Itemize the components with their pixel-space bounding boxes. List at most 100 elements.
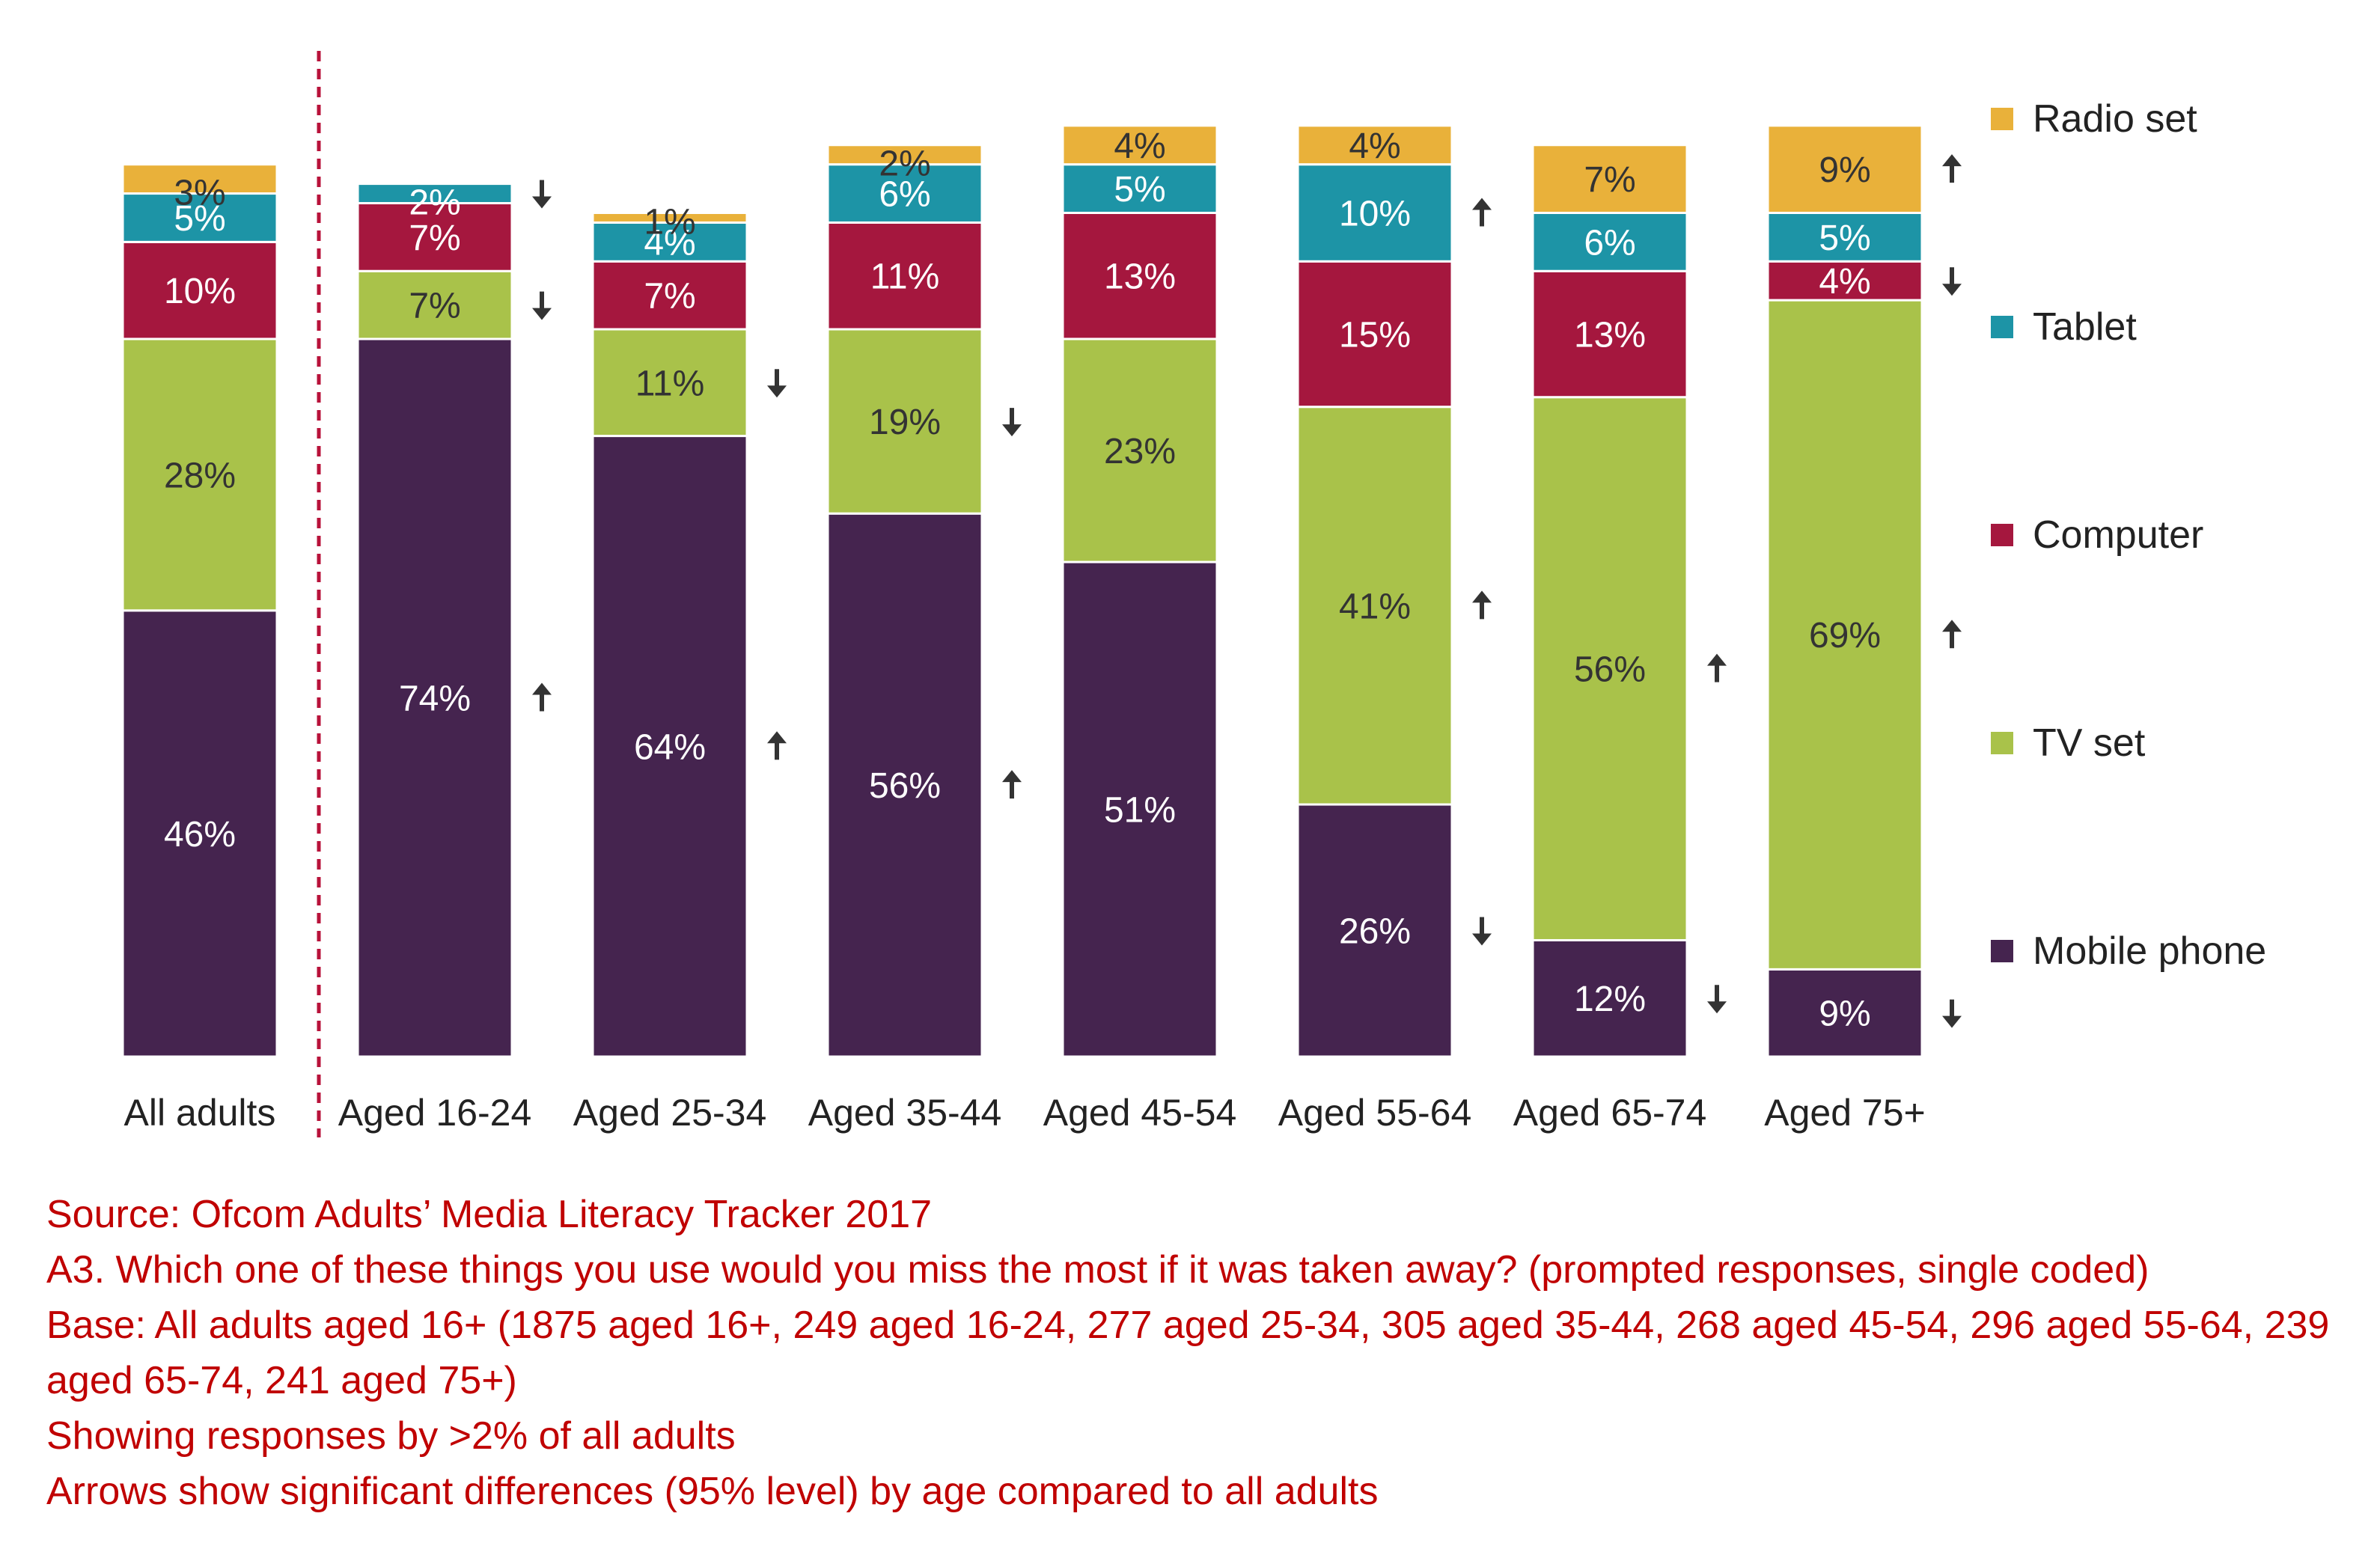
data-label-tv-set-aged-45-54: 23% (1104, 432, 1176, 471)
bar-segment-tablet-aged-16-24 (356, 183, 513, 205)
base-note: Base: All adults aged 16+ (1875 aged 16+… (46, 1304, 2330, 1402)
bar-segment-tv-set-aged-16-24 (356, 269, 513, 340)
category-label-aged-55-64: Aged 55-64 (1278, 1092, 1472, 1134)
arrow-down-tv-set-aged-25-34 (767, 369, 787, 398)
bar-segment-tablet-all-adults (121, 192, 278, 243)
data-label-tv-set-aged-55-64: 41% (1339, 587, 1411, 626)
data-label-computer-aged-55-64: 15% (1339, 315, 1411, 355)
arrow-up-radio-set-aged-75 (1942, 154, 1962, 183)
data-label-radio-set-aged-25-34: 1% (644, 202, 695, 242)
bar-segment-tablet-aged-35-44 (826, 163, 983, 224)
arrow-down-mobile-phone-aged-75 (1942, 999, 1962, 1028)
legend-swatch-mobile-phone (1991, 940, 2013, 962)
bars-layer (121, 124, 1923, 1058)
category-label-aged-45-54: Aged 45-54 (1043, 1092, 1237, 1134)
data-label-tv-set-aged-65-74: 56% (1574, 650, 1646, 690)
data-label-computer-aged-45-54: 13% (1104, 257, 1176, 297)
data-label-tv-set-aged-75: 69% (1809, 616, 1881, 656)
bar-segment-tv-set-aged-75 (1766, 299, 1923, 971)
data-label-radio-set-aged-65-74: 7% (1584, 160, 1635, 200)
data-label-mobile-phone-aged-65-74: 12% (1574, 980, 1646, 1019)
significance-arrows-layer (532, 154, 1962, 1028)
data-label-tv-set-all-adults: 28% (164, 456, 236, 495)
legend-label-computer: Computer (2033, 513, 2203, 557)
data-label-tablet-aged-75: 5% (1819, 219, 1870, 258)
data-label-tablet-aged-65-74: 6% (1584, 223, 1635, 263)
data-labels-layer: 46%28%10%5%3%74%7%7%2%64%11%7%4%1%56%19%… (164, 126, 1881, 1034)
data-label-mobile-phone-aged-75: 9% (1819, 994, 1870, 1034)
bar-segment-radio-set-aged-25-34 (591, 211, 748, 224)
bar-segment-mobile-phone-all-adults (121, 609, 278, 1058)
category-label-all-adults: All adults (124, 1092, 276, 1134)
bar-segment-tablet-aged-45-54 (1061, 163, 1218, 214)
chart-footnotes: Source: Ofcom Adults’ Media Literacy Tra… (46, 1187, 2337, 1519)
stacked-bar-chart: 46%28%10%5%3%74%7%7%2%64%11%7%4%1%56%19%… (121, 51, 2266, 1137)
arrow-up-tv-set-aged-75 (1942, 620, 1962, 649)
bar-segment-computer-aged-25-34 (591, 260, 748, 331)
data-label-computer-all-adults: 10% (164, 272, 236, 311)
arrows-note: Arrows show significant differences (95%… (46, 1470, 1379, 1513)
arrow-down-mobile-phone-aged-65-74 (1707, 985, 1727, 1014)
legend-label-tablet: Tablet (2033, 305, 2137, 349)
arrow-up-mobile-phone-aged-16-24 (532, 682, 552, 712)
data-label-tablet-aged-25-34: 4% (644, 223, 695, 263)
legend-swatch-tv-set (1991, 732, 2013, 754)
data-label-computer-aged-35-44: 11% (870, 257, 940, 297)
arrow-up-tv-set-aged-55-64 (1472, 590, 1492, 620)
bar-segment-mobile-phone-aged-55-64 (1296, 803, 1453, 1058)
arrow-down-tv-set-aged-16-24 (532, 291, 552, 320)
data-label-computer-aged-65-74: 13% (1574, 315, 1646, 355)
data-label-mobile-phone-aged-45-54: 51% (1104, 791, 1176, 831)
data-label-radio-set-aged-75: 9% (1819, 150, 1870, 190)
arrow-up-mobile-phone-aged-35-44 (1002, 770, 1022, 799)
bar-segment-computer-aged-16-24 (356, 202, 513, 272)
arrow-down-tablet-aged-16-24 (532, 180, 552, 209)
legend: Radio set Tablet Computer TV set Mobile phon… (1991, 97, 2266, 973)
data-label-computer-aged-16-24: 7% (409, 219, 460, 258)
bar-segment-radio-set-aged-35-44 (826, 144, 983, 166)
bar-segment-tv-set-aged-35-44 (826, 328, 983, 515)
data-label-mobile-phone-aged-16-24: 74% (399, 679, 471, 718)
data-label-tv-set-aged-25-34: 11% (635, 364, 705, 403)
data-label-tablet-aged-45-54: 5% (1114, 170, 1165, 210)
bar-segment-mobile-phone-aged-45-54 (1061, 560, 1218, 1058)
bar-segment-radio-set-all-adults (121, 163, 278, 195)
arrow-up-tablet-aged-55-64 (1472, 198, 1492, 227)
arrow-up-tv-set-aged-65-74 (1707, 653, 1727, 682)
category-label-aged-65-74: Aged 65-74 (1513, 1092, 1707, 1134)
data-label-tablet-aged-55-64: 10% (1339, 194, 1411, 233)
data-label-mobile-phone-aged-25-34: 64% (634, 727, 706, 767)
data-label-tablet-aged-16-24: 2% (409, 183, 460, 223)
bar-segment-computer-aged-65-74 (1531, 269, 1688, 399)
legend-label-radio-set: Radio set (2033, 97, 2197, 141)
bar-segment-mobile-phone-aged-16-24 (356, 337, 513, 1058)
bar-segment-computer-aged-35-44 (826, 221, 983, 331)
source-note: Source: Ofcom Adults’ Media Literacy Tra… (46, 1193, 933, 1236)
data-label-computer-aged-25-34: 7% (644, 277, 695, 317)
data-label-tablet-aged-35-44: 6% (879, 175, 930, 215)
bar-segment-radio-set-aged-55-64 (1296, 124, 1453, 166)
bar-segment-tv-set-aged-25-34 (591, 328, 748, 438)
category-label-aged-25-34: Aged 25-34 (573, 1092, 767, 1134)
bar-segment-mobile-phone-aged-25-34 (591, 435, 748, 1058)
bar-segment-mobile-phone-aged-65-74 (1531, 938, 1688, 1058)
category-label-aged-16-24: Aged 16-24 (338, 1092, 532, 1134)
bar-segment-computer-aged-55-64 (1296, 260, 1453, 409)
bar-segment-tv-set-aged-45-54 (1061, 337, 1218, 563)
data-label-mobile-phone-aged-55-64: 26% (1339, 912, 1411, 952)
bar-segment-tablet-aged-75 (1766, 211, 1923, 263)
legend-label-tv-set: TV set (2033, 721, 2146, 765)
data-label-radio-set-all-adults: 3% (174, 174, 225, 213)
arrow-down-computer-aged-75 (1942, 267, 1962, 296)
bar-segment-radio-set-aged-65-74 (1531, 144, 1688, 214)
arrow-down-mobile-phone-aged-55-64 (1472, 917, 1492, 946)
question-note: A3. Which one of these things you use wo… (46, 1248, 2149, 1292)
bar-segment-tablet-aged-25-34 (591, 221, 748, 263)
bar-segment-mobile-phone-aged-35-44 (826, 512, 983, 1058)
data-label-radio-set-aged-35-44: 2% (879, 144, 930, 184)
arrow-down-tv-set-aged-35-44 (1002, 408, 1022, 437)
data-label-tv-set-aged-35-44: 19% (869, 403, 941, 442)
data-label-computer-aged-75: 4% (1819, 262, 1870, 302)
data-label-mobile-phone-all-adults: 46% (164, 815, 236, 855)
bar-segment-radio-set-aged-45-54 (1061, 124, 1218, 166)
